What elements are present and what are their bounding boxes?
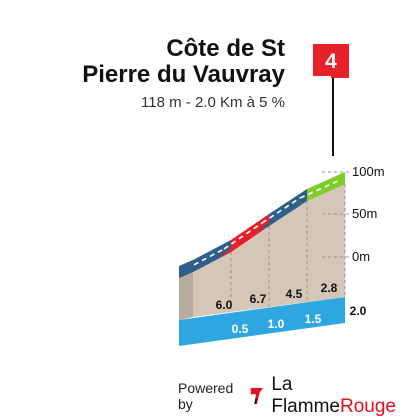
distance-mark-4: 2.0 [350,304,367,318]
segment-gradient-3: 4.5 [286,287,303,301]
segment-gradient-4: 2.8 [321,281,338,295]
segment-centerline-2 [223,222,263,250]
chart-title-block: Côte de St Pierre du Vauvray 118 m - 2.0… [82,35,285,112]
segment-top-3 [269,189,307,226]
distance-mark-1: 0.5 [232,322,249,336]
footer: Powered by La FlammeRouge [178,374,405,418]
climb-profile-chart: 4 100m 50m 0m 6.0 6.7 4.5 2.8 0.5 1.0 1.… [179,44,385,346]
segment-top-2 [231,214,269,252]
chart-title-line-1: Côte de St [166,35,285,62]
segment-gradient-1: 6.0 [216,298,233,312]
brand-name-part1: La Flamme [271,374,340,417]
flag-number: 4 [325,50,337,73]
chart-title-line-2: Pierre du Vauvray [82,61,285,88]
altitude-grid [230,171,349,312]
gradient-segments [179,172,345,278]
altitude-label-100: 100m [352,164,385,179]
altitude-label-0: 0m [352,249,370,264]
altitude-label-50: 50m [352,206,377,221]
segment-centerline-4 [299,180,339,199]
base-strip [179,297,345,346]
distance-mark-2: 1.0 [268,317,285,331]
flag-shape [313,44,349,78]
segment-centerline-1 [185,248,225,270]
powered-by-label: Powered by [178,380,234,412]
brand-name: La FlammeRouge [271,374,405,418]
segment-centerline-3 [261,197,301,224]
segment-gradient-2: 6.7 [250,292,267,306]
brand-name-part2: Rouge [339,396,396,417]
flame-logo-icon [251,388,264,404]
segment-end-face [179,260,193,278]
chart-subtitle: 118 m - 2.0 Km à 5 % [141,94,285,111]
distance-mark-3: 1.5 [305,312,322,326]
